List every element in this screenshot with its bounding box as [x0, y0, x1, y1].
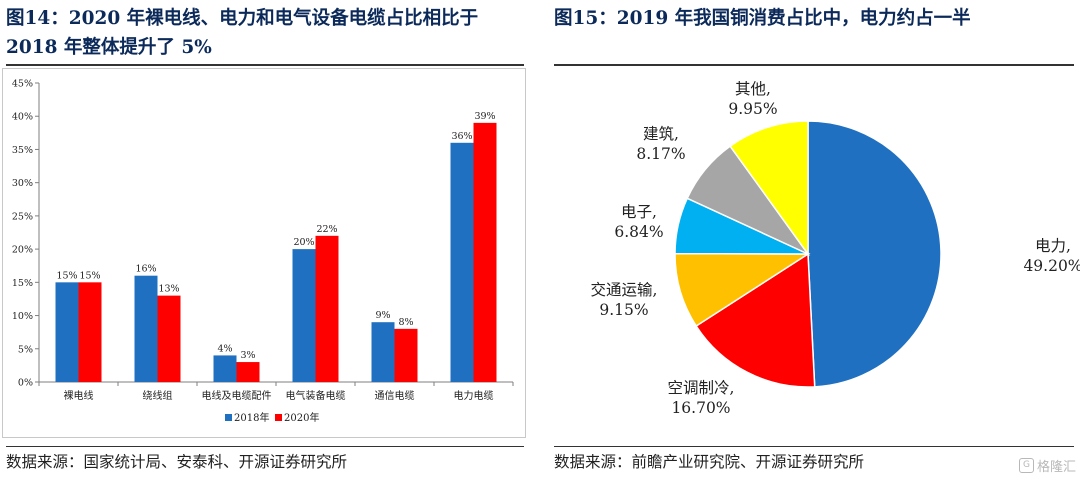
- slice-value-label: 9.15%: [599, 301, 648, 319]
- slice-name-label: 空调制冷,: [668, 379, 735, 397]
- left-source-note: 数据来源：国家统计局、安泰科、开源证券研究所: [6, 453, 348, 471]
- data-label: 15%: [79, 270, 100, 281]
- bar-chart-frame: 0% 5% 10% 15% 20% 25% 30% 35% 40% 45% 裸电线 15% 15% 绕线组…: [2, 68, 526, 438]
- right-title-divider: [554, 64, 1074, 66]
- right-figure-panel: 图15：2019 年我国铜消费占比中，电力约占一半 电力, 49.20% 空调制冷,…: [548, 0, 1080, 477]
- bar-2018: [371, 322, 395, 382]
- data-label: 13%: [158, 284, 179, 295]
- left-figure-panel: 图14：2020 年裸电线、电力和电气设备电缆占比相比于 2018 年整体提升了…: [0, 0, 530, 477]
- pie-chart: 电力, 49.20% 空调制冷, 16.70% 交通运输, 9.15% 电子, 6.84% 建筑…: [591, 80, 1080, 417]
- pie-slice: [729, 120, 809, 257]
- legend-label: 2020年: [284, 411, 319, 424]
- y-tick-label: 35%: [12, 145, 33, 156]
- y-tick-label: 30%: [12, 178, 33, 189]
- slice-value-label: 49.20%: [1023, 257, 1080, 275]
- slice-value-label: 6.84%: [614, 223, 663, 241]
- data-label: 8%: [398, 317, 413, 328]
- slice-value-label: 16.70%: [671, 399, 730, 417]
- y-tick-label: 15%: [12, 278, 33, 289]
- y-tick-label: 5%: [18, 344, 33, 355]
- y-tick-label: 10%: [12, 311, 33, 322]
- bar-2018: [213, 355, 237, 382]
- slice-name-label: 其他,: [735, 80, 771, 98]
- slice-name-label: 电力,: [1035, 237, 1071, 255]
- left-title-divider: [6, 64, 524, 66]
- bar-2020: [78, 282, 102, 382]
- watermark: G 格隆汇: [1018, 456, 1076, 475]
- slice-name-label: 建筑,: [643, 125, 679, 143]
- x-tick-label: 电气装备电缆: [286, 389, 346, 402]
- x-tick-label: 绕线组: [143, 389, 173, 402]
- x-tick-label: 通信电缆: [375, 389, 415, 402]
- legend-swatch: [275, 414, 282, 421]
- bar-2018: [134, 275, 158, 382]
- bar-2020: [236, 362, 260, 382]
- data-label: 15%: [56, 270, 77, 281]
- data-label: 3%: [240, 350, 255, 361]
- y-tick-label: 20%: [12, 245, 33, 256]
- x-tick-label: 电力电缆: [454, 389, 494, 402]
- slice-name-label: 电子,: [621, 203, 657, 221]
- data-label: 9%: [375, 310, 390, 321]
- bar-2020: [394, 328, 418, 382]
- left-figure-title: 图14：2020 年裸电线、电力和电气设备电缆占比相比于 2018 年整体提升了…: [6, 4, 524, 62]
- y-tick-label: 40%: [12, 112, 33, 123]
- x-tick-label: 裸电线: [64, 389, 94, 402]
- bar-2018: [55, 282, 79, 382]
- x-tick-label: 电线及电缆配件: [202, 389, 272, 402]
- data-label: 39%: [474, 111, 495, 122]
- legend-label: 2018年: [234, 411, 269, 424]
- bar-2020: [473, 122, 497, 382]
- pie-slice: [807, 120, 942, 388]
- data-label: 22%: [316, 224, 337, 235]
- bar-2020: [157, 295, 181, 382]
- legend-swatch: [225, 414, 232, 421]
- y-tick-label: 0%: [18, 378, 33, 389]
- pie-slice: [695, 252, 816, 388]
- data-label: 16%: [135, 264, 156, 275]
- y-tick-label: 45%: [12, 79, 33, 90]
- right-figure-title: 图15：2019 年我国铜消费占比中，电力约占一半: [554, 8, 971, 29]
- slice-value-label: 8.17%: [636, 145, 685, 163]
- data-label: 36%: [451, 131, 472, 142]
- bar-2018: [292, 249, 316, 382]
- watermark-logo-icon: G: [1018, 458, 1034, 473]
- left-title-line1: 图14：2020 年裸电线、电力和电气设备电缆占比相比于: [6, 8, 479, 29]
- slice-value-label: 9.95%: [728, 100, 777, 118]
- right-source-note: 数据来源：前瞻产业研究院、开源证券研究所: [554, 453, 865, 471]
- y-tick-label: 25%: [12, 211, 33, 222]
- data-label: 20%: [293, 237, 314, 248]
- right-source-divider: [554, 446, 1074, 447]
- left-source-divider: [6, 446, 524, 447]
- data-label: 4%: [217, 343, 232, 354]
- bar-2018: [450, 142, 474, 382]
- slice-name-label: 交通运输,: [591, 281, 658, 299]
- bar-2020: [315, 235, 339, 382]
- left-title-line2: 2018 年整体提升了 5%: [6, 37, 212, 58]
- watermark-text: 格隆汇: [1036, 460, 1076, 475]
